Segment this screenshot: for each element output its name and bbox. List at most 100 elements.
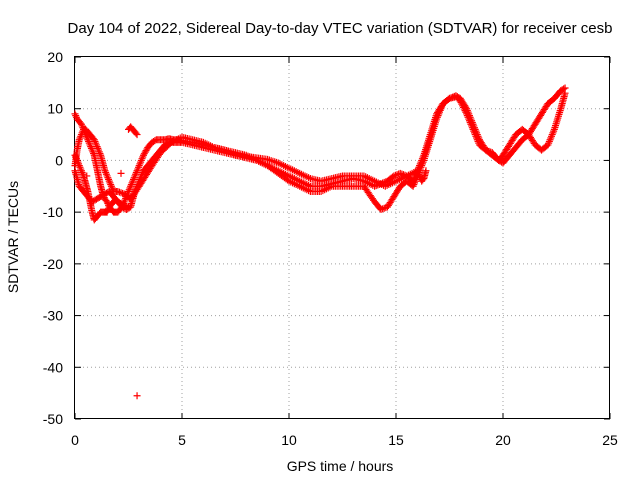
data-point (411, 177, 419, 185)
data-point (377, 206, 385, 214)
grid-lines (75, 57, 610, 419)
data-point (467, 120, 475, 128)
data-point (561, 84, 569, 92)
data-point (417, 163, 425, 171)
series-track-c (71, 125, 421, 203)
data-point (137, 156, 145, 164)
x-tick-label: 0 (71, 432, 79, 448)
data-point (95, 148, 103, 156)
x-axis-title: GPS time / hours (287, 458, 394, 474)
data-point (103, 198, 111, 206)
data-point (418, 160, 426, 168)
data-point (396, 169, 404, 177)
data-point (465, 117, 473, 125)
data-point (76, 134, 84, 142)
data-point (89, 148, 97, 156)
data-point (134, 165, 142, 173)
series-track-e (125, 123, 141, 139)
data-point (456, 97, 464, 105)
data-point (549, 129, 557, 137)
data-point (409, 182, 417, 190)
data-point (434, 112, 442, 120)
data-point (464, 113, 472, 121)
data-point (71, 110, 79, 118)
y-axis-title: SDTVAR / TECUs (5, 181, 21, 293)
data-point (106, 179, 114, 187)
data-point (379, 205, 387, 213)
data-point (482, 146, 490, 154)
data-point (120, 201, 128, 209)
data-point (129, 177, 137, 185)
y-tick-label: 20 (47, 49, 63, 65)
data-point (76, 163, 84, 171)
data-point (125, 203, 132, 211)
data-point (105, 177, 113, 185)
data-point (267, 157, 275, 165)
data-point (461, 107, 469, 115)
data-point (437, 105, 445, 113)
data-point (419, 158, 427, 166)
data-point (410, 181, 418, 189)
data-point (104, 174, 112, 182)
x-tick-label: 5 (178, 432, 186, 448)
data-point (472, 132, 480, 140)
y-axis: 20 10 0 -10 -20 -30 -40 -50 (43, 49, 610, 427)
data-point (438, 103, 446, 111)
data-point (118, 200, 126, 208)
data-point (433, 113, 441, 121)
series-track-f (413, 167, 430, 185)
data-point (103, 172, 111, 180)
data-point (127, 181, 135, 189)
data-point (90, 136, 98, 144)
data-point (459, 103, 467, 111)
y-tick-label: -20 (43, 256, 63, 272)
data-point (433, 115, 441, 123)
y-tick-label: -40 (43, 359, 63, 375)
x-tick-label: 15 (388, 432, 404, 448)
data-point (88, 146, 96, 154)
data-point (127, 182, 135, 190)
data-point (117, 200, 125, 208)
data-point (469, 125, 477, 133)
data-point (128, 179, 136, 187)
data-point (139, 153, 147, 161)
data-point (125, 186, 133, 194)
data-point (121, 202, 129, 210)
data-point (90, 150, 98, 158)
data-point (115, 188, 123, 196)
data-point (132, 170, 140, 178)
data-points (71, 84, 569, 400)
data-point (105, 175, 113, 183)
data-point (117, 169, 125, 177)
data-point (550, 127, 558, 135)
data-point (547, 134, 555, 142)
data-point (470, 129, 478, 137)
data-point (107, 182, 115, 190)
y-tick-label: -30 (43, 308, 63, 324)
data-point (468, 124, 476, 132)
data-point (77, 131, 85, 139)
x-tick-label: 25 (602, 432, 618, 448)
data-point (141, 148, 149, 156)
series-track-d (71, 167, 132, 211)
data-point (136, 160, 144, 168)
data-point (485, 147, 493, 155)
y-tick-label: -10 (43, 204, 63, 220)
data-point (133, 131, 141, 139)
data-point (269, 157, 277, 165)
data-point (96, 150, 104, 158)
data-point (462, 108, 470, 116)
data-point (87, 143, 95, 151)
data-point (133, 167, 141, 175)
data-point (84, 136, 92, 144)
data-point (131, 172, 139, 180)
x-tick-label: 10 (281, 432, 297, 448)
data-point (265, 156, 273, 164)
data-point (129, 175, 137, 183)
data-point (78, 168, 86, 176)
data-point (137, 158, 145, 166)
data-point (468, 122, 476, 130)
data-point (86, 141, 94, 149)
data-point (92, 141, 100, 149)
